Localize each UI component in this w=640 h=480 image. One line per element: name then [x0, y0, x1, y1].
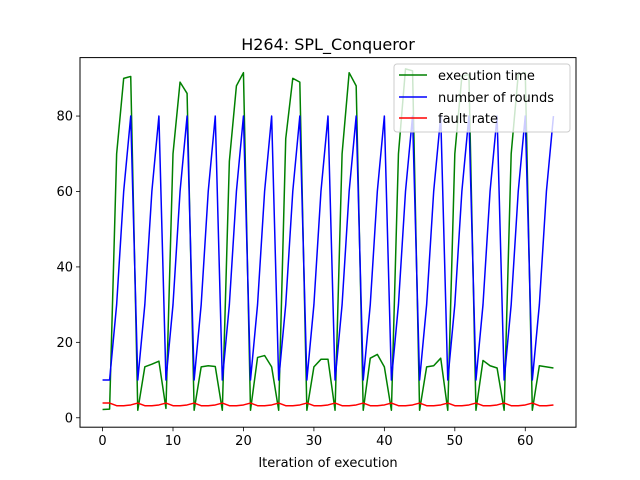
y-tick-label: 20: [56, 336, 73, 351]
series-line-number-of-rounds: [102, 115, 555, 381]
x-tick-label: 20: [235, 434, 252, 449]
y-tick-label: 40: [56, 260, 73, 275]
series-line-fault-rate: [102, 402, 554, 407]
legend: execution time number of rounds fault ra…: [393, 63, 571, 133]
legend-label-execution-time: execution time: [438, 69, 535, 84]
y-tick-label: 0: [65, 411, 73, 426]
x-axis-label: Iteration of execution: [258, 456, 397, 471]
x-tick-label: 30: [306, 434, 323, 449]
legend-label-fault-rate: fault rate: [438, 112, 498, 127]
y-tick-label: 60: [56, 185, 73, 200]
x-tick-label: 0: [98, 434, 106, 449]
y-tick-label: 80: [56, 110, 73, 125]
x-tick-label: 10: [165, 434, 182, 449]
series-layer: [102, 68, 555, 411]
x-tick-label: 60: [517, 434, 534, 449]
plot-frame: [79, 57, 577, 428]
chart-title: H264: SPL_Conqueror: [241, 35, 415, 55]
legend-label-number-of-rounds: number of rounds: [438, 91, 554, 106]
x-tick-label: 40: [376, 434, 393, 449]
series-line-execution-time: [102, 68, 554, 411]
x-tick-label: 50: [447, 434, 464, 449]
x-ticks: 0 10 20 30 40 50 60: [98, 427, 534, 449]
y-ticks: 0 20 40 60 80: [56, 110, 80, 426]
legend-box: [393, 63, 571, 133]
